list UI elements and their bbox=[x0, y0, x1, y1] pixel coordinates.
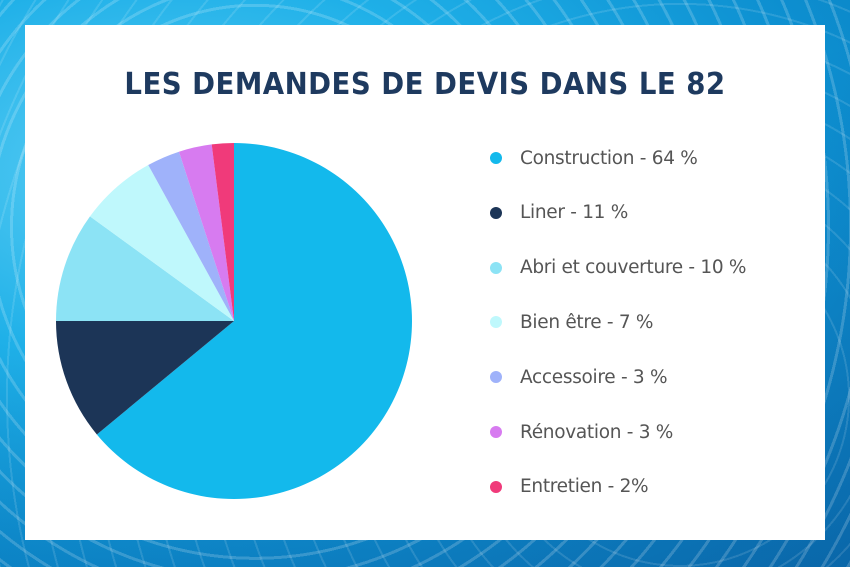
pie-slice-liner bbox=[56, 321, 234, 435]
legend-label: Bien être - 7 % bbox=[520, 311, 654, 333]
legend-label: Accessoire - 3 % bbox=[520, 366, 668, 388]
legend-item: Liner - 11 % bbox=[490, 195, 628, 231]
legend-swatch-icon bbox=[490, 316, 502, 329]
legend-item: Entretien - 2% bbox=[490, 469, 649, 505]
chart-title: LES DEMANDES DE DEVIS DANS LE 82 bbox=[124, 67, 726, 102]
pie-slice-bien-tre bbox=[89, 165, 235, 321]
legend-item: Construction - 64 % bbox=[490, 140, 698, 176]
legend-swatch-icon bbox=[490, 206, 502, 219]
legend-swatch-icon bbox=[490, 261, 502, 274]
pie-slice-entretien bbox=[211, 143, 234, 321]
pie-slice-r-novation bbox=[178, 144, 234, 321]
legend-label: Abri et couverture - 10 % bbox=[520, 257, 747, 279]
legend-label: Entretien - 2% bbox=[520, 476, 649, 498]
legend-label: Liner - 11 % bbox=[520, 202, 628, 224]
legend-label: Rénovation - 3 % bbox=[520, 421, 674, 443]
legend-swatch-icon bbox=[490, 152, 502, 164]
pie-slice-abri-et-couverture bbox=[56, 216, 234, 321]
pie-slice-construction bbox=[96, 143, 413, 500]
legend-swatch-icon bbox=[490, 480, 502, 493]
pie-slice-accessoire bbox=[148, 151, 234, 321]
legend-swatch-icon bbox=[490, 426, 502, 438]
legend-label: Construction - 64 % bbox=[520, 147, 698, 169]
legend-item: Rénovation - 3 % bbox=[490, 414, 673, 450]
legend-item: Accessoire - 3 % bbox=[490, 359, 668, 395]
legend-item: Bien être - 7 % bbox=[490, 304, 654, 340]
legend-item: Abri et couverture - 10 % bbox=[490, 250, 747, 286]
legend-swatch-icon bbox=[490, 371, 502, 384]
